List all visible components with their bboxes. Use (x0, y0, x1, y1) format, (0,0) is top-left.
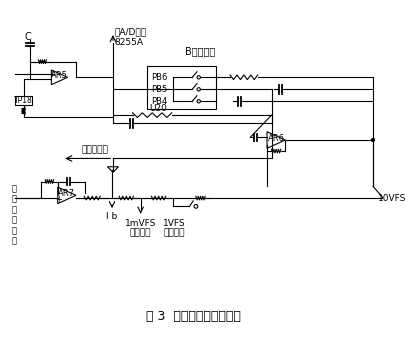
Text: PB4: PB4 (151, 97, 167, 106)
Text: 1mVFS: 1mVFS (125, 219, 156, 228)
Text: PB6: PB6 (151, 73, 167, 82)
Text: 衰
减
后
的
信
号: 衰 减 后 的 信 号 (12, 184, 16, 245)
Text: 去A/D转换
8255A: 去A/D转换 8255A (115, 28, 147, 47)
Text: 图 3  信号输出电路接线图: 图 3 信号输出电路接线图 (146, 310, 241, 323)
Text: AR5: AR5 (51, 71, 68, 80)
Text: 接积分仪: 接积分仪 (164, 229, 185, 237)
Text: 去衰减电路: 去衰减电路 (81, 145, 108, 154)
Text: 接记录仪: 接记录仪 (130, 229, 151, 237)
Text: I b: I b (106, 212, 118, 221)
Text: B端口信号: B端口信号 (185, 46, 215, 57)
Circle shape (372, 139, 374, 142)
Text: +: + (48, 70, 55, 79)
Text: TP18: TP18 (14, 96, 33, 105)
Text: 10VFS: 10VFS (378, 193, 406, 203)
Text: C: C (25, 32, 32, 42)
Bar (147, 66, 216, 109)
Text: PB5: PB5 (151, 85, 167, 94)
Text: AR7: AR7 (58, 189, 75, 198)
Bar (15, 96, 32, 105)
Text: +: + (55, 195, 62, 204)
Text: AR6: AR6 (268, 134, 285, 143)
Text: 1VFS: 1VFS (164, 219, 186, 228)
Text: U20: U20 (149, 104, 167, 113)
